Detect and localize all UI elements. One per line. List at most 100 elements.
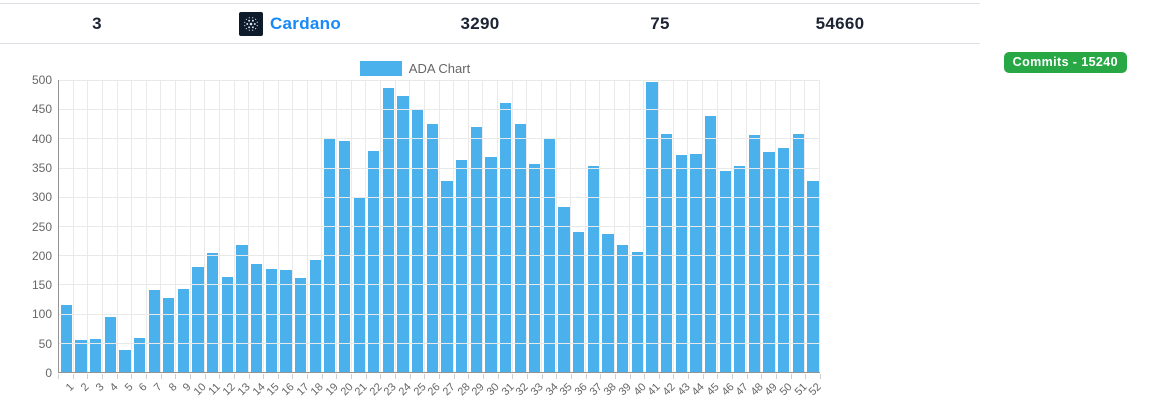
chart-bar[interactable] (631, 251, 643, 372)
chart-bar[interactable] (660, 133, 673, 372)
chart-bar[interactable] (338, 140, 351, 372)
y-tick-label: 100 (31, 307, 52, 322)
x-axis-tick (409, 374, 411, 379)
bar-slot (732, 80, 747, 372)
x-axis-tick (482, 374, 484, 379)
chart-bar[interactable] (470, 127, 482, 372)
chart-bar[interactable] (675, 154, 687, 372)
gridline-vertical (72, 80, 74, 372)
chart-bar[interactable] (441, 181, 453, 372)
bar-slot (703, 80, 718, 372)
x-axis-tick (380, 374, 382, 379)
y-tick-label: 450 (31, 102, 52, 117)
x-axis-tick (732, 374, 734, 379)
chart-bar[interactable] (177, 288, 190, 372)
x-axis-tick (776, 374, 778, 379)
chart-bar[interactable] (397, 95, 409, 372)
chart-bar[interactable] (148, 290, 160, 372)
x-axis-tick (717, 374, 719, 379)
bar-slot (103, 80, 118, 372)
x-axis-tick (497, 374, 499, 379)
x-axis-ticks (58, 373, 821, 379)
chart-bar[interactable] (514, 124, 526, 372)
x-axis-tick (189, 374, 191, 379)
chart-bar[interactable] (412, 109, 424, 372)
x-axis-tick (746, 374, 748, 379)
chart-bar[interactable] (163, 297, 175, 372)
chart-bar[interactable] (75, 339, 87, 372)
chart-bar[interactable] (280, 269, 292, 372)
chart-bar[interactable] (294, 277, 307, 372)
chart-bar[interactable] (646, 82, 658, 372)
chart-bar[interactable] (265, 268, 277, 372)
chart-bar[interactable] (704, 116, 717, 372)
chart-bar[interactable] (734, 166, 746, 372)
chart-bar[interactable] (485, 157, 497, 372)
gridline-vertical (365, 80, 367, 372)
coin-name-link[interactable]: Cardano (269, 13, 342, 33)
chart-bar[interactable] (251, 263, 263, 372)
bar-slot (615, 80, 630, 372)
chart-bar[interactable] (60, 304, 72, 372)
stat-value-4: 54660 (815, 13, 865, 33)
chart-bar[interactable] (499, 102, 512, 372)
legend-swatch (359, 61, 402, 76)
gridline-vertical (379, 80, 381, 372)
bar-slot (630, 80, 645, 372)
chart-bar[interactable] (426, 124, 438, 372)
chart-legend-item[interactable]: ADA Chart (0, 61, 830, 76)
bar-slot (498, 80, 513, 372)
chart-bar[interactable] (617, 245, 629, 372)
chart-bar[interactable] (719, 170, 731, 372)
bar-slot (161, 80, 176, 372)
x-axis-tick (541, 374, 543, 379)
legend-label: ADA Chart (408, 61, 471, 76)
bar-slot (59, 80, 74, 372)
bar-slot (440, 80, 455, 372)
chart-bar[interactable] (558, 207, 570, 372)
chart-bar[interactable] (792, 133, 804, 372)
chart-bar[interactable] (763, 151, 775, 372)
gridline-vertical (789, 80, 791, 372)
chart-bar[interactable] (587, 165, 600, 372)
x-axis-tick (658, 374, 660, 379)
x-axis-tick (526, 374, 528, 379)
gridline-vertical (775, 80, 777, 372)
chart-bar[interactable] (529, 163, 541, 372)
commits-badge: Commits - 15240 (1003, 52, 1127, 73)
gridline-vertical (321, 80, 323, 372)
chart-bar[interactable] (382, 87, 395, 372)
gridline-vertical (584, 80, 586, 372)
chart-bar[interactable] (748, 135, 761, 372)
chart-bar[interactable] (455, 160, 468, 372)
x-axis-tick (644, 374, 646, 379)
x-tick-label: 6 (137, 381, 151, 394)
bar-slot (132, 80, 147, 372)
chart-bar[interactable] (221, 276, 233, 372)
chart-bar[interactable] (192, 266, 204, 372)
chart-bar[interactable] (807, 181, 819, 372)
chart-bar[interactable] (690, 154, 702, 372)
chart-bar[interactable] (778, 147, 790, 372)
gridline-horizontal (59, 138, 820, 140)
bar-slot (88, 80, 103, 372)
chart-bar[interactable] (309, 259, 321, 372)
chart-bar[interactable] (119, 349, 131, 372)
chart-bar[interactable] (368, 150, 380, 372)
chart-bar[interactable] (104, 317, 116, 372)
gridline-vertical (497, 80, 499, 372)
chart-bar[interactable] (236, 245, 248, 372)
chart-bar[interactable] (89, 338, 102, 372)
gridline-vertical (482, 80, 484, 372)
bar-slot (74, 80, 89, 372)
bar-slot (396, 80, 411, 372)
chart-bar[interactable] (602, 233, 614, 372)
bar-slot (659, 80, 674, 372)
x-axis-tick (116, 374, 118, 379)
chart-bar[interactable] (207, 252, 219, 372)
gridline-vertical (716, 80, 718, 372)
bar-slot (791, 80, 806, 372)
chart-bar[interactable] (573, 231, 585, 372)
bar-slot (205, 80, 220, 372)
chart-bar[interactable] (133, 337, 146, 372)
